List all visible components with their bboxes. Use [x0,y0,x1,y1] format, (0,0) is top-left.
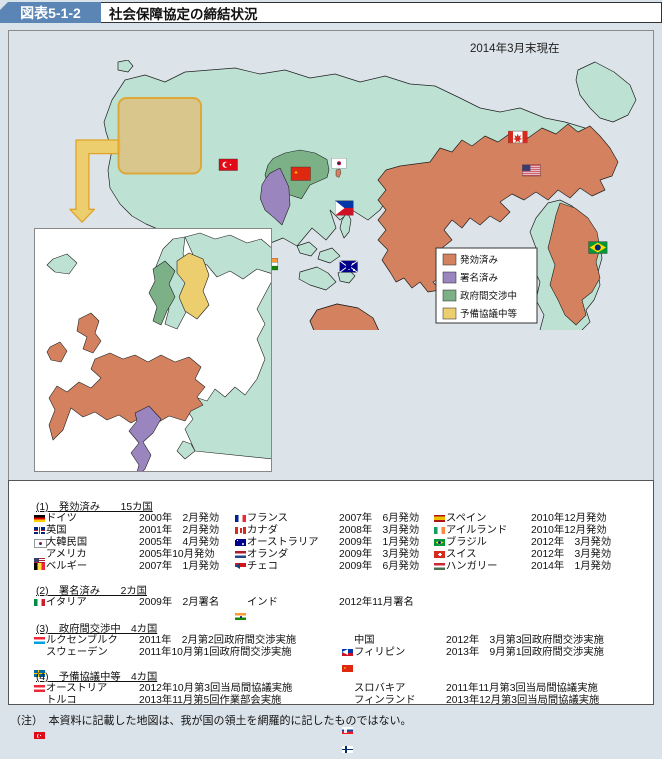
svg-text:署名済み: 署名済み [460,272,498,284]
svg-text:政府間交渉中: 政府間交渉中 [460,290,517,302]
svg-text:発効済み: 発効済み [460,254,498,266]
svg-text:予備協議中等: 予備協議中等 [460,308,518,320]
